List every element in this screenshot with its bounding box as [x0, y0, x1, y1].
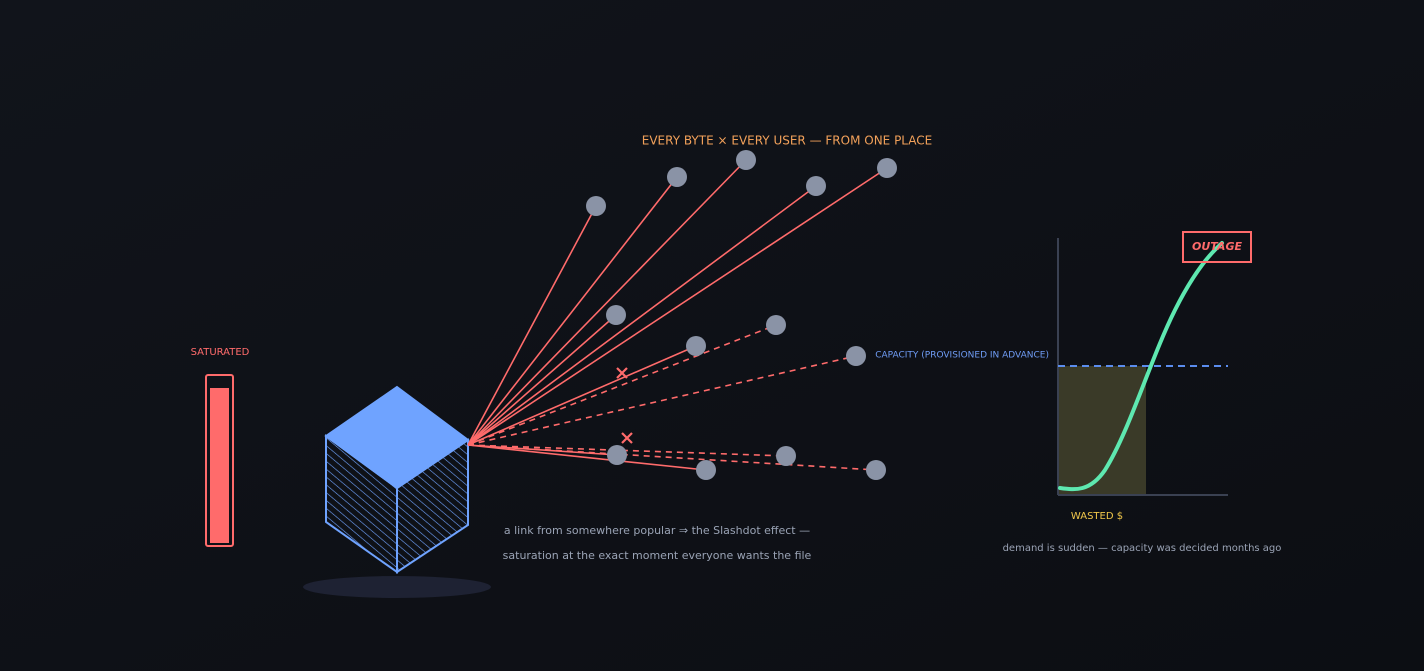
- user: [736, 150, 756, 170]
- cube-top: [324, 385, 470, 490]
- user: [586, 196, 606, 216]
- title: EVERY BYTE × EVERY USER — FROM ONE PLACE: [642, 134, 932, 148]
- user: [866, 460, 886, 480]
- user: [776, 446, 796, 466]
- failed-link: [467, 355, 857, 446]
- user: [686, 336, 706, 356]
- user: [846, 346, 866, 366]
- wasted-label: WASTED $: [1071, 511, 1123, 522]
- demand-curve: [1058, 241, 1224, 492]
- capacity-label: CAPACITY (PROVISIONED IN ADVANCE): [875, 351, 1049, 361]
- users: [586, 150, 897, 480]
- failed-link: [467, 324, 777, 446]
- meter-fill: [210, 388, 229, 543]
- caption-line: a link from somewhere popular ⇒ the Slas…: [504, 524, 810, 537]
- link: [467, 444, 707, 471]
- x-mark: [616, 367, 628, 379]
- user: [696, 460, 716, 480]
- link: [467, 345, 697, 446]
- link: [467, 167, 888, 446]
- meter-frame: [205, 374, 234, 547]
- user: [877, 158, 897, 178]
- meter-label: SATURATED: [191, 347, 250, 358]
- fail-marks: [616, 367, 633, 444]
- user: [806, 176, 826, 196]
- link: [467, 205, 597, 446]
- user: [607, 445, 627, 465]
- user: [606, 305, 626, 325]
- link: [467, 159, 747, 446]
- outage-label: OUTAGE: [1192, 240, 1242, 253]
- shadow: [303, 576, 491, 598]
- link: [467, 176, 678, 446]
- failed-link: [467, 444, 787, 457]
- caption-line: saturation at the exact moment everyone …: [503, 549, 812, 562]
- failed-link: [467, 444, 877, 471]
- user: [766, 315, 786, 335]
- chart-caption: demand is sudden — capacity was decided …: [1003, 543, 1282, 554]
- link: [467, 185, 817, 446]
- user: [667, 167, 687, 187]
- connections: [467, 159, 888, 471]
- x-mark: [621, 432, 633, 444]
- outage-box: [1182, 231, 1252, 263]
- link: [467, 314, 617, 446]
